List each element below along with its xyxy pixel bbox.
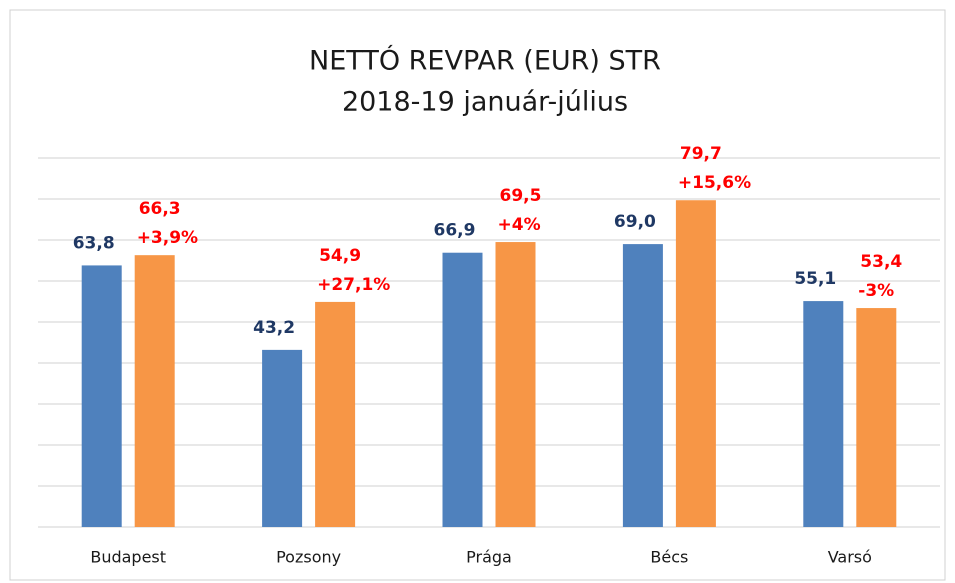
bar — [856, 308, 897, 527]
bar — [81, 265, 122, 527]
data-label: 69,0 — [614, 212, 656, 232]
data-label: 79,7 — [680, 144, 722, 164]
change-label: -3% — [858, 281, 894, 301]
bar — [134, 255, 175, 528]
bar — [675, 200, 716, 528]
change-label: +27,1% — [317, 275, 390, 295]
data-label: 55,1 — [794, 269, 836, 289]
change-label: +4% — [498, 215, 541, 235]
bar — [495, 242, 536, 528]
data-label: 54,9 — [319, 246, 361, 266]
x-tick-label: Bécs — [650, 548, 688, 567]
chart-subtitle: 2018-19 január-július — [342, 87, 628, 118]
x-tick-label: Pozsony — [276, 548, 341, 567]
change-label: +15,6% — [678, 173, 751, 193]
x-tick-label: Budapest — [90, 548, 166, 567]
data-label: 66,3 — [139, 199, 181, 219]
data-label: 69,5 — [500, 186, 542, 206]
bar — [262, 349, 303, 527]
bar — [442, 252, 483, 527]
data-label: 63,8 — [73, 233, 115, 253]
data-label: 43,2 — [253, 318, 295, 338]
data-label: 66,9 — [434, 221, 476, 241]
change-label: +3,9% — [137, 228, 198, 248]
x-tick-label: Prága — [466, 548, 512, 567]
x-tick-label: Varsó — [828, 548, 872, 567]
bar — [803, 301, 844, 527]
chart-title: NETTÓ REVPAR (EUR) STR — [309, 45, 661, 77]
bar — [622, 244, 663, 527]
bar — [315, 301, 356, 527]
data-label: 53,4 — [860, 252, 902, 272]
